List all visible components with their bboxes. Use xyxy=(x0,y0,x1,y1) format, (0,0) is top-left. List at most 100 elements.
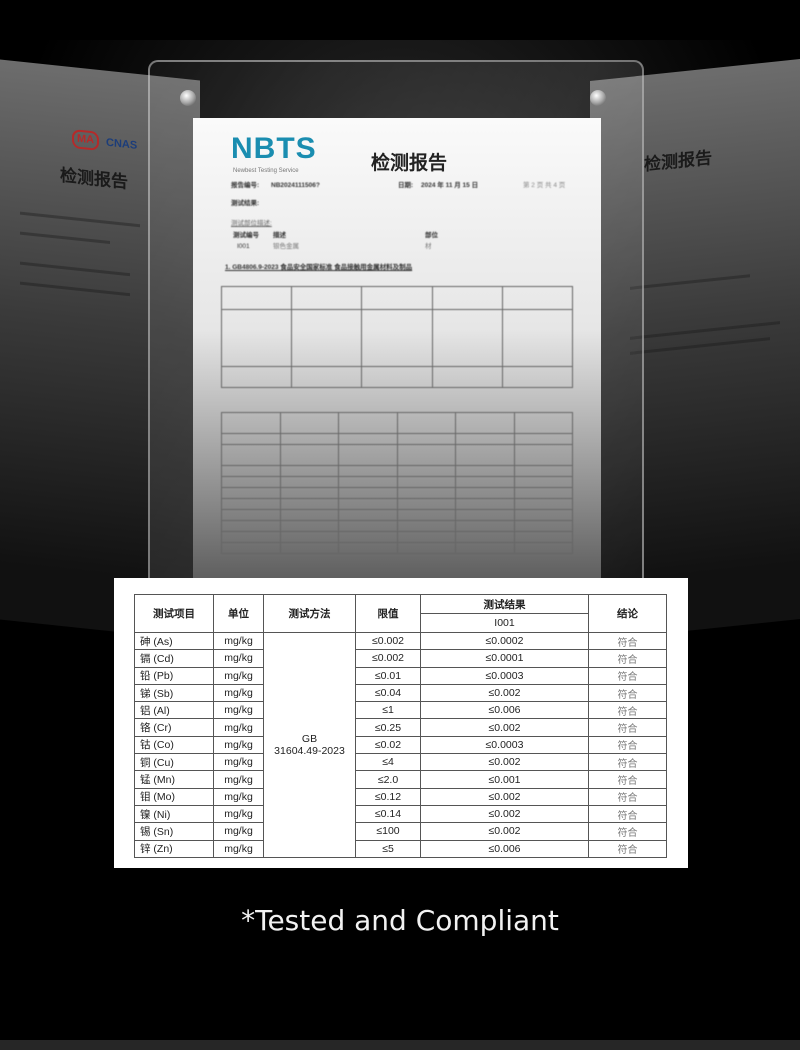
cell-item: 砷 (As) xyxy=(134,631,214,651)
cell-limit: ≤0.01 xyxy=(355,666,421,685)
cell-limit: ≤0.12 xyxy=(355,787,421,806)
cell-item: 镉 (Cd) xyxy=(134,649,214,668)
report-no-label: 报告编号: xyxy=(231,182,260,189)
cell-unit: mg/kg xyxy=(213,649,264,668)
cell-item: 镍 (Ni) xyxy=(134,804,214,824)
cell-unit: mg/kg xyxy=(213,822,264,841)
cell-limit: ≤0.04 xyxy=(355,683,421,703)
table-row: 钴 (Co) mg/kg ≤0.02 ≤0.0003 符合 xyxy=(134,735,667,755)
cell-result: ≤0.002 xyxy=(420,753,589,772)
cell-limit: ≤0.02 xyxy=(355,735,421,755)
cell-conclusion: 符合 xyxy=(588,770,667,789)
cell-result: ≤0.002 xyxy=(420,787,589,806)
cma-badge: MA xyxy=(72,129,100,151)
sample-header-desc: 描述 xyxy=(273,232,286,239)
header-method: 测试方法 xyxy=(263,594,356,633)
cell-conclusion: 符合 xyxy=(588,649,667,668)
table-row: 锡 (Sn) mg/kg ≤100 ≤0.002 符合 xyxy=(134,822,667,841)
cnas-badge: CNAS xyxy=(106,136,138,152)
table-row: 铜 (Cu) mg/kg ≤4 ≤0.002 符合 xyxy=(134,753,667,772)
table-row: 锑 (Sb) mg/kg ≤0.04 ≤0.002 符合 xyxy=(134,683,667,703)
cell-result: ≤0.006 xyxy=(420,839,589,858)
table-row: 铝 (Al) mg/kg ≤1 ≤0.006 符合 xyxy=(134,701,667,720)
cell-unit: mg/kg xyxy=(213,753,264,772)
cell-conclusion: 符合 xyxy=(588,683,667,703)
report-title: 检测报告 xyxy=(371,152,448,174)
cell-unit: mg/kg xyxy=(213,666,264,685)
screw-icon xyxy=(590,90,606,106)
report-no: NB2024111506? xyxy=(271,182,320,189)
screw-icon xyxy=(180,90,196,106)
cell-result: ≤0.002 xyxy=(420,822,589,841)
cell-limit: ≤5 xyxy=(355,839,421,858)
cell-result: ≤0.0003 xyxy=(420,735,589,755)
sample-header-part: 部位 xyxy=(425,232,438,239)
cell-item: 铅 (Pb) xyxy=(134,666,214,685)
cell-limit: ≤0.25 xyxy=(355,718,421,737)
cell-item: 铜 (Cu) xyxy=(134,753,214,772)
background-table-1 xyxy=(220,286,574,388)
header-sample-id: I001 xyxy=(420,613,589,633)
table-row: 砷 (As) mg/kg GB 31604.49-2023 ≤0.002 ≤0.0002 符… xyxy=(134,631,667,858)
cell-method: GB 31604.49-2023 xyxy=(263,632,356,858)
cell-conclusion: 符合 xyxy=(588,822,667,841)
sample-header-id: 测试编号 xyxy=(233,232,259,239)
table-row: 镉 (Cd) mg/kg ≤0.002 ≤0.0001 符合 xyxy=(134,649,667,668)
background-table-2 xyxy=(221,412,573,554)
report-date: 2024 年 11 月 15 日 xyxy=(421,182,479,189)
cell-limit: ≤0.14 xyxy=(355,804,421,824)
cell-limit: ≤0.002 xyxy=(355,649,421,668)
cell-result: ≤0.002 xyxy=(420,718,589,737)
logo-tagline: Newbest Testing Service xyxy=(233,168,299,174)
cell-unit: mg/kg xyxy=(213,735,264,755)
table-row: 锌 (Zn) mg/kg ≤5 ≤0.006 符合 xyxy=(134,839,667,858)
bottom-bar xyxy=(0,1040,800,1050)
table-row: 锰 (Mn) mg/kg ≤2.0 ≤0.001 符合 xyxy=(134,770,667,789)
method-line-1: GB xyxy=(301,732,318,745)
cell-conclusion: 符合 xyxy=(588,735,667,755)
header-conclusion: 结论 xyxy=(588,594,667,633)
header-unit: 单位 xyxy=(213,594,264,633)
table-row: 铅 (Pb) mg/kg ≤0.01 ≤0.0003 符合 xyxy=(134,666,667,685)
cell-limit: ≤4 xyxy=(355,753,421,772)
header-item: 测试项目 xyxy=(134,594,214,633)
cell-conclusion: 符合 xyxy=(588,701,667,720)
cell-unit: mg/kg xyxy=(213,770,264,789)
cell-limit: ≤0.002 xyxy=(355,631,421,651)
cell-result: ≤0.0002 xyxy=(420,631,589,651)
cell-unit: mg/kg xyxy=(213,804,264,824)
sample-id: I001 xyxy=(237,243,250,250)
cell-result: ≤0.001 xyxy=(420,770,589,789)
cell-result: ≤0.0001 xyxy=(420,649,589,668)
cell-unit: mg/kg xyxy=(213,839,264,858)
cell-unit: mg/kg xyxy=(213,631,264,651)
header-limit: 限值 xyxy=(355,594,421,633)
cell-limit: ≤100 xyxy=(355,822,421,841)
cell-item: 钴 (Co) xyxy=(134,735,214,755)
page-number: 第 2 页 共 4 页 xyxy=(523,182,566,189)
cell-item: 铝 (Al) xyxy=(134,701,214,720)
cell-conclusion: 符合 xyxy=(588,839,667,858)
cell-conclusion: 符合 xyxy=(588,804,667,824)
table-row: 钼 (Mo) mg/kg ≤0.12 ≤0.002 符合 xyxy=(134,787,667,806)
standard-heading: 1. GB4806.9-2023 食品安全国家标准 食品接触用金属材料及制品 xyxy=(225,264,413,271)
method-line-2: 31604.49-2023 xyxy=(274,744,345,757)
results-label: 测试结果: xyxy=(231,200,260,207)
cell-result: ≤0.0003 xyxy=(420,666,589,685)
header-result: 测试结果 xyxy=(420,594,589,614)
sample-label: 测试部位描述: xyxy=(231,220,272,227)
caption: *Tested and Compliant xyxy=(241,904,559,937)
results-card: 测试项目 单位 测试方法 限值 测试结果 结论 I001 砷 (As) mg/kg… xyxy=(114,578,688,868)
cell-conclusion: 符合 xyxy=(588,718,667,737)
cell-conclusion: 符合 xyxy=(588,753,667,772)
cell-item: 锑 (Sb) xyxy=(134,683,214,703)
cell-conclusion: 符合 xyxy=(588,787,667,806)
table-row: 铬 (Cr) mg/kg ≤0.25 ≤0.002 符合 xyxy=(134,718,667,737)
cell-conclusion: 符合 xyxy=(588,631,667,651)
cell-item: 钼 (Mo) xyxy=(134,787,214,806)
cell-item: 铬 (Cr) xyxy=(134,718,214,737)
cell-limit: ≤2.0 xyxy=(355,770,421,789)
back-report-title: 检测报告 xyxy=(60,165,128,193)
test-report-document: NBTS Newbest Testing Service 检测报告 报告编号: … xyxy=(193,118,601,588)
cell-item: 锰 (Mn) xyxy=(134,770,214,789)
